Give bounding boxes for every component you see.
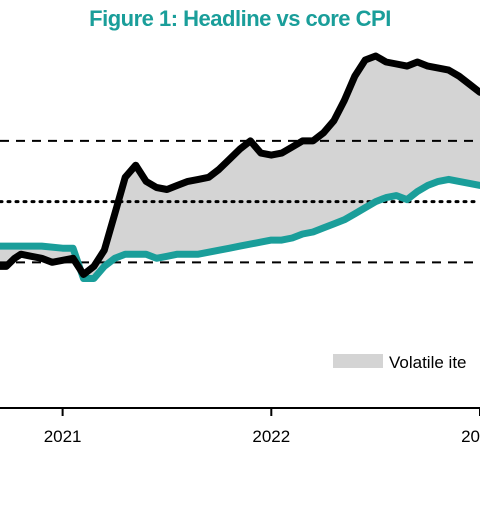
series-lines: [0, 52, 480, 282]
headline-cpi-line: [0, 52, 480, 278]
core-cpi-line: [0, 175, 480, 282]
x-axis: 2021 2022 2023: [0, 407, 480, 446]
legend-label: Volatile ite: [389, 353, 467, 372]
legend-swatch: [333, 354, 383, 368]
chart-title: Figure 1: Headline vs core CPI: [89, 6, 391, 31]
legend: Volatile ite: [333, 353, 467, 372]
x-tick-label: 2023: [461, 427, 480, 446]
x-tick-label: 2022: [252, 427, 290, 446]
volatile-items-fill-layer: [0, 56, 480, 279]
x-tick-label: 2021: [44, 427, 82, 446]
volatile-items-band: [0, 56, 480, 279]
